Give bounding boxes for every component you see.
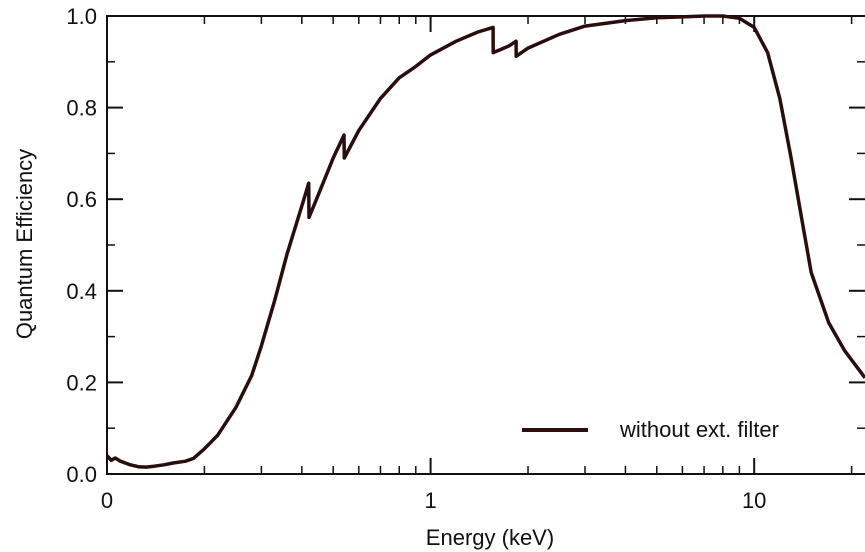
x-tick-label: 1 (424, 488, 436, 513)
plot-border (106, 15, 865, 475)
x-tick-label: 0 (101, 488, 113, 513)
y-tick-label: 0.0 (66, 462, 97, 487)
x-tick-label: 10 (742, 488, 766, 513)
series-line (105, 14, 865, 469)
y-axis-ticks: 0.0 0.2 0.4 0.6 0.8 1.0 (66, 4, 865, 487)
minor-ticks (107, 16, 865, 474)
y-tick-label: 0.2 (66, 370, 97, 395)
y-tick-label: 0.4 (66, 279, 97, 304)
legend: without ext. filter (522, 417, 779, 442)
y-tick-label: 1.0 (66, 4, 97, 29)
y-axis-title: Quantum Efficiency (12, 149, 37, 339)
x-axis-ticks: 0 1 10 (101, 16, 766, 513)
plot-frame (106, 15, 865, 475)
series-layer (105, 14, 865, 469)
y-tick-label: 0.8 (66, 96, 97, 121)
y-tick-label: 0.6 (66, 187, 97, 212)
x-axis-title: Energy (keV) (426, 525, 554, 550)
legend-label: without ext. filter (619, 417, 779, 442)
